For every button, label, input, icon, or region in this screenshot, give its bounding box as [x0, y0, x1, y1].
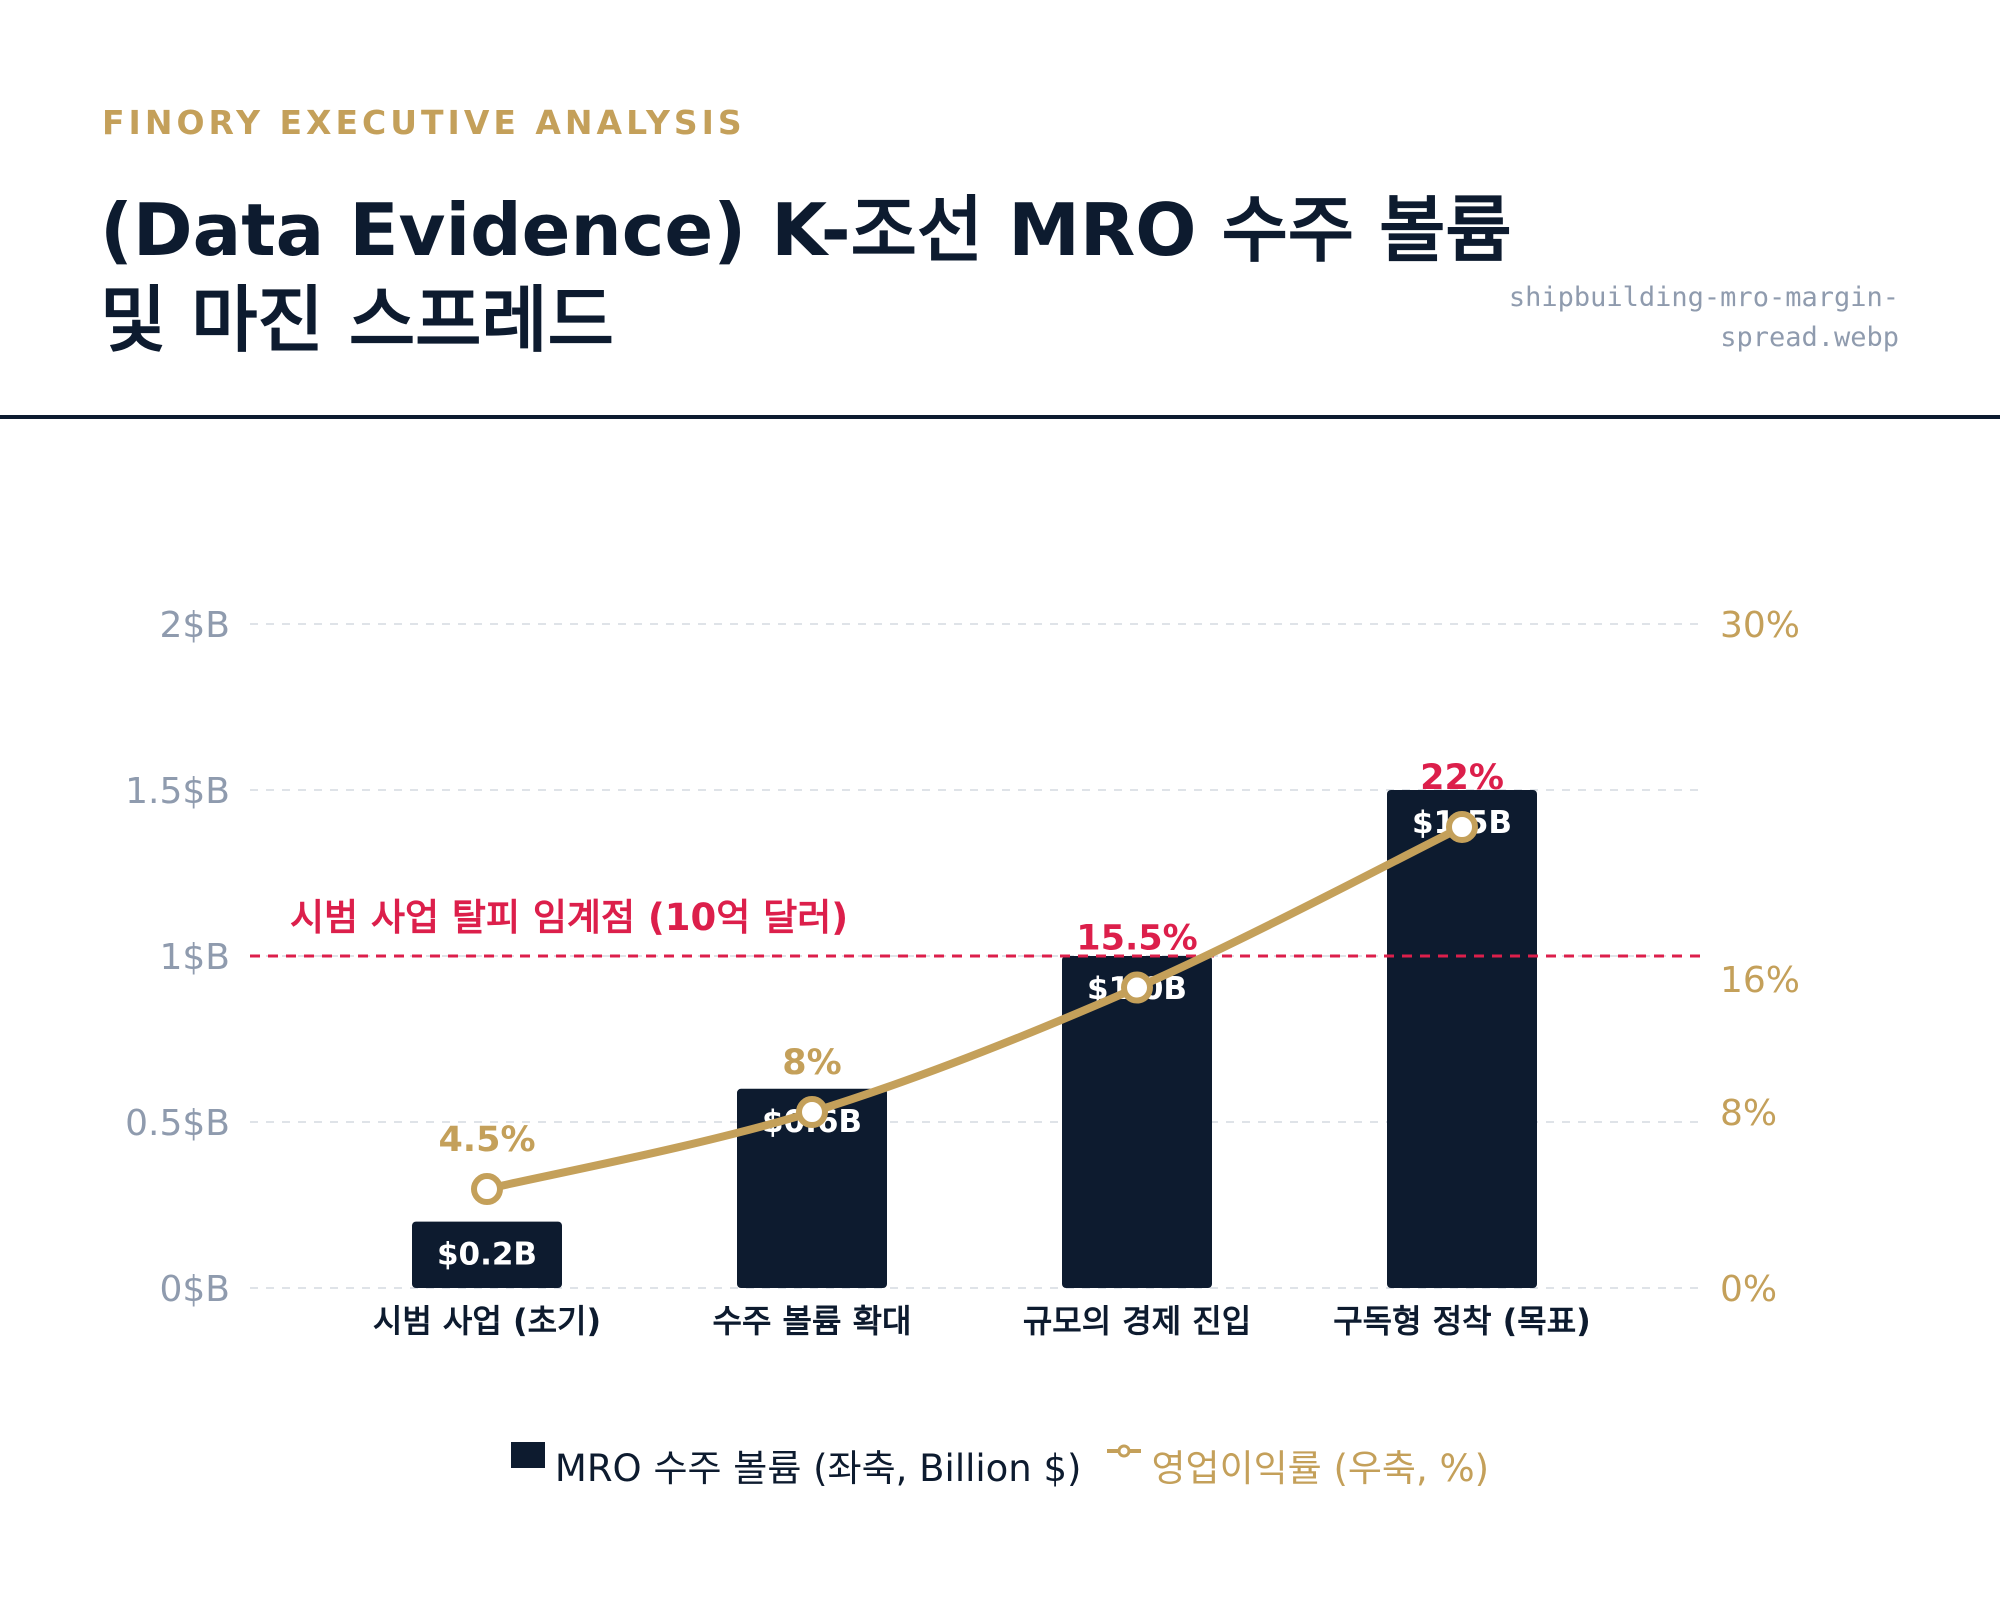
left-axis-tick-label: 0$B [159, 1269, 230, 1310]
margin-value-label: 15.5% [1076, 919, 1197, 959]
legend-item-margin: 영업이익률 (우축, %) [1107, 1438, 1489, 1492]
legend-label-margin: 영업이익률 (우축, %) [1151, 1447, 1490, 1490]
bar [412, 1221, 562, 1288]
margin-value-label: 22% [1420, 758, 1504, 798]
category-label: 규모의 경제 진입 [1023, 1302, 1251, 1340]
eyebrow-label: FINORY EXECUTIVE ANALYSIS [102, 103, 746, 142]
margin-value-label: 4.5% [438, 1120, 535, 1160]
margin-line [483, 822, 1466, 1194]
category-label: 수주 볼륨 확대 [713, 1302, 912, 1340]
right-axis-tick-label: 0% [1720, 1269, 1777, 1310]
header-divider [0, 415, 2000, 419]
margin-point [1121, 971, 1153, 1004]
chart-legend: MRO 수주 볼륨 (좌축, Billion $) 영업이익률 (우축, %) [0, 1438, 2000, 1492]
margin-point [1446, 810, 1478, 843]
left-axis-tick-label: 1$B [159, 937, 230, 978]
page-title: (Data Evidence) K-조선 MRO 수주 볼륨 및 마진 스프레드 [100, 188, 1512, 362]
right-axis-tick-label: 30% [1720, 605, 1800, 646]
legend-label-volume: MRO 수주 볼륨 (좌축, Billion $) [554, 1447, 1082, 1490]
category-label: 시범 사업 (초기) [373, 1302, 601, 1340]
threshold-label: 시범 사업 탈피 임계점 (10억 달러) [290, 896, 848, 939]
left-axis-tick-label: 2$B [159, 605, 230, 646]
legend-item-volume: MRO 수주 볼륨 (좌축, Billion $) [510, 1438, 1082, 1492]
right-axis-tick-label: 16% [1720, 960, 1800, 1001]
legend-line-swatch [1107, 1444, 1142, 1458]
file-name: shipbuilding-mro-margin-spread.webp [1508, 282, 1899, 353]
margin-point [471, 1173, 503, 1206]
left-axis-tick-label: 1.5$B [125, 771, 230, 812]
bar-value-label: $0.2B [437, 1237, 537, 1273]
legend-bar-swatch [510, 1442, 545, 1468]
left-axis-tick-label: 0.5$B [125, 1103, 230, 1144]
margin-value-label: 8% [782, 1043, 841, 1083]
category-label: 구독형 정착 (목표) [1333, 1302, 1591, 1340]
margin-point [796, 1096, 828, 1129]
right-axis-tick-label: 8% [1720, 1093, 1777, 1134]
bar [1387, 790, 1537, 1288]
bar [737, 1088, 887, 1288]
bar [1062, 956, 1212, 1288]
